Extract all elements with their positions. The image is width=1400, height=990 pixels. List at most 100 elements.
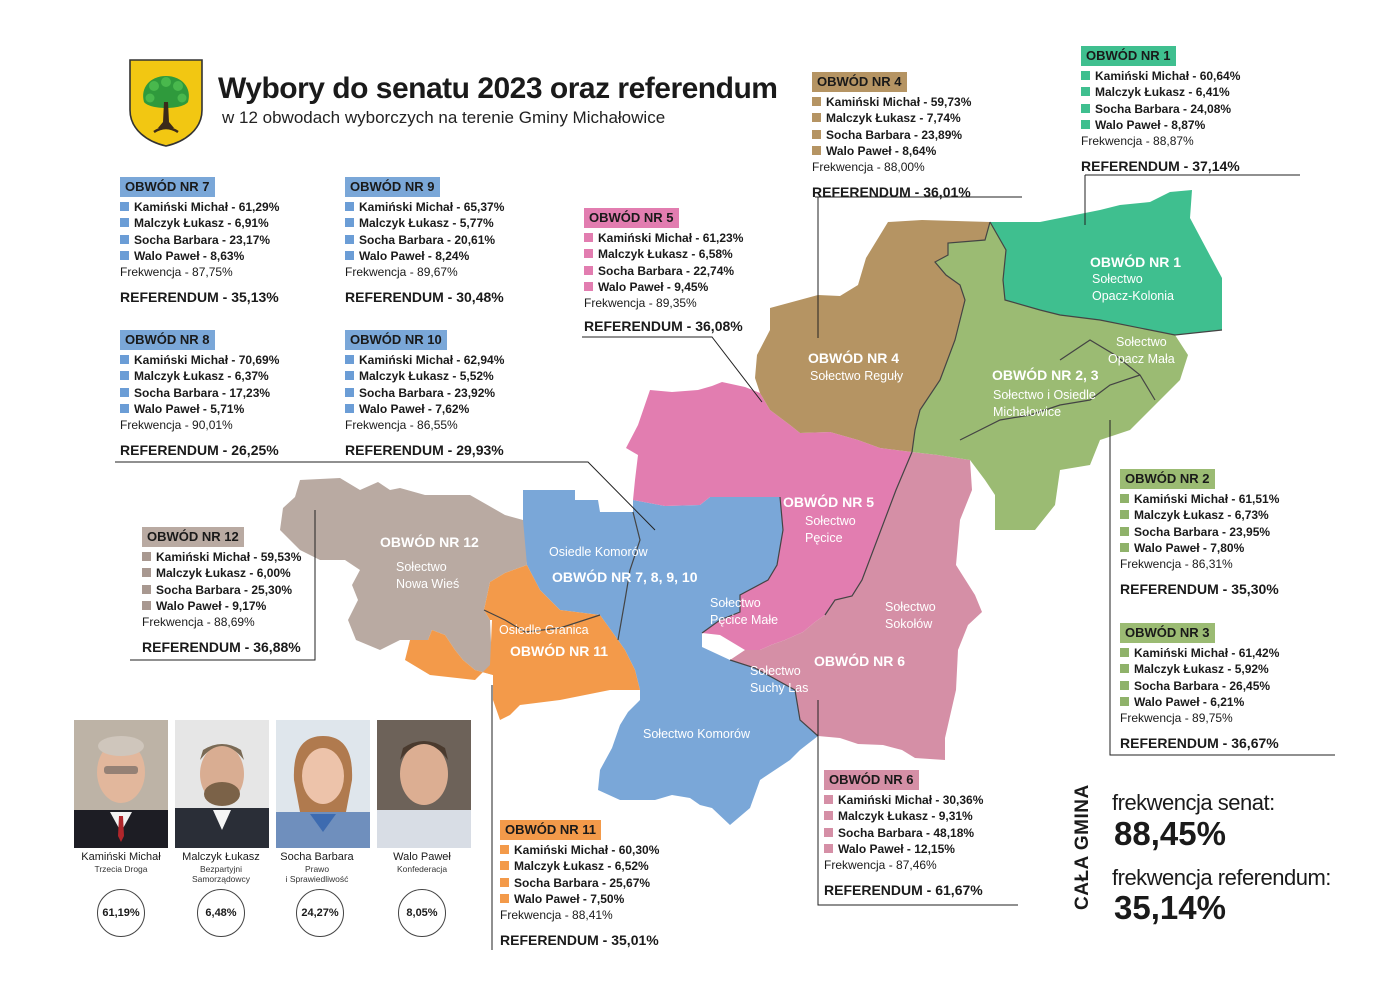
color-square-icon (345, 371, 354, 381)
region-obwod-11[interactable] (405, 565, 640, 720)
candidate-name: Malczyk Łukasz (182, 851, 260, 863)
region-obwod-4[interactable] (755, 220, 990, 452)
result-row: Socha Barbara - 23,92% (345, 385, 504, 401)
result-text: Kamiński Michał - 61,29% (134, 200, 280, 214)
color-square-icon (120, 218, 129, 228)
turnout-senat-value: 88,45% (1114, 815, 1226, 852)
result-text: Socha Barbara - 17,23% (134, 385, 271, 400)
map-label-sokolow: Sołectwo Sokołów (885, 600, 936, 631)
map-label-obwod-6: OBWÓD NR 6 (814, 653, 905, 669)
region-obwod-2-3[interactable] (912, 222, 1188, 530)
result-row: Malczyk Łukasz - 6,37% (120, 368, 279, 384)
result-row: Walo Paweł - 8,24% (345, 248, 504, 264)
color-square-icon (1120, 696, 1129, 706)
result-text: Malczyk Łukasz - 6,73% (1134, 508, 1269, 523)
region-obwod-5[interactable] (626, 382, 912, 650)
color-square-icon (120, 250, 129, 260)
result-text: Socha Barbara - 25,30% (156, 582, 293, 597)
result-text: Walo Paweł - 8,64% (826, 143, 937, 158)
result-row: Walo Paweł - 8,64% (812, 143, 971, 159)
result-text: Kamiński Michał - 61,51% (1134, 492, 1280, 506)
result-row: Malczyk Łukasz - 6,41% (1081, 84, 1240, 100)
result-row: Malczyk Łukasz - 6,58% (584, 246, 743, 262)
color-square-icon (345, 202, 354, 211)
district-box-6: OBWÓD NR 6 Kamiński Michał - 30,36% Malc… (824, 770, 983, 899)
result-text: Kamiński Michał - 60,30% (514, 843, 660, 857)
color-square-icon (500, 877, 509, 887)
result-row: Walo Paweł - 5,71% (120, 401, 279, 417)
referendum-result: REFERENDUM - 35,01% (500, 932, 659, 949)
result-text: Walo Paweł - 12,15% (838, 841, 955, 856)
candidate-party: Bezpartyjni Samorządowcy (191, 864, 251, 884)
result-row: Kamiński Michał - 60,64% (1081, 68, 1240, 84)
map-label-obwod-11: OBWÓD NR 11 (510, 643, 609, 659)
result-text: Malczyk Łukasz - 9,31% (838, 809, 973, 824)
page-subtitle: w 12 obwodach wyborczych na terenie Gmin… (222, 108, 666, 127)
result-row: Walo Paweł - 9,17% (142, 598, 301, 614)
result-text: Walo Paweł - 7,62% (359, 401, 470, 416)
result-text: Kamiński Michał - 30,36% (838, 793, 984, 807)
color-square-icon (812, 129, 821, 139)
map-label-pecice-male: Sołectwo Pęcice Małe (710, 596, 779, 627)
result-row: Socha Barbara - 25,30% (142, 582, 301, 598)
result-text: Walo Paweł - 9,45% (598, 279, 709, 294)
color-square-icon (120, 355, 129, 364)
result-text: Walo Paweł - 8,24% (359, 248, 470, 263)
color-square-icon (120, 371, 129, 381)
region-obwod-7-8-9-10[interactable] (523, 490, 818, 825)
color-square-icon (584, 233, 593, 242)
referendum-result: REFERENDUM - 35,13% (120, 289, 279, 306)
result-row: Kamiński Michał - 70,69% (120, 352, 279, 368)
color-square-icon (1120, 680, 1129, 690)
turnout: Frekwencja - 87,46% (824, 858, 937, 873)
candidate-result-circle: 6,48% (197, 889, 245, 937)
result-row: Walo Paweł - 7,62% (345, 401, 504, 417)
candidate-photo-socha (276, 720, 370, 848)
result-text: Kamiński Michał - 62,94% (359, 353, 505, 367)
result-text: Walo Paweł - 7,80% (1134, 540, 1245, 555)
map-label-nowa-wies: Sołectwo Nowa Wieś (396, 560, 460, 591)
referendum-result: REFERENDUM - 37,14% (1081, 158, 1240, 175)
candidate-name: Walo Paweł (393, 851, 451, 863)
result-row: Kamiński Michał - 61,42% (1120, 645, 1279, 661)
result-row: Malczyk Łukasz - 7,74% (812, 110, 971, 126)
result-text: Malczyk Łukasz - 5,52% (359, 369, 494, 384)
map-label-obwod-12: OBWÓD NR 12 (380, 534, 479, 550)
color-square-icon (500, 861, 509, 871)
turnout-referendum-label: frekwencja referendum: (1112, 865, 1331, 890)
color-square-icon (345, 250, 354, 260)
result-row: Kamiński Michał - 61,23% (584, 230, 743, 246)
result-row: Malczyk Łukasz - 6,73% (1120, 507, 1279, 523)
map-label-opacz-mala: Sołectwo Opacz Mała (1108, 335, 1175, 366)
region-obwod-1[interactable] (990, 190, 1222, 335)
color-square-icon (345, 218, 354, 228)
result-text: Socha Barbara - 23,92% (359, 385, 496, 400)
result-row: Walo Paweł - 6,21% (1120, 694, 1279, 710)
color-square-icon (142, 552, 151, 561)
color-square-icon (1081, 119, 1090, 129)
district-header: OBWÓD NR 12 (142, 527, 244, 547)
result-text: Kamiński Michał - 61,23% (598, 231, 744, 245)
district-header: OBWÓD NR 4 (812, 72, 907, 92)
result-text: Socha Barbara - 23,95% (1134, 524, 1271, 539)
district-header: OBWÓD NR 3 (1120, 623, 1215, 643)
region-obwod-6[interactable] (730, 452, 982, 760)
turnout: Frekwencja - 88,41% (500, 908, 613, 923)
color-square-icon (120, 202, 129, 211)
turnout: Frekwencja - 86,31% (1120, 557, 1233, 572)
color-square-icon (824, 827, 833, 837)
result-row: Kamiński Michał - 61,29% (120, 199, 279, 215)
district-header: OBWÓD NR 1 (1081, 46, 1176, 66)
region-obwod-12[interactable] (280, 478, 527, 675)
map-label-obwod-5: OBWÓD NR 5 (783, 494, 874, 510)
candidate-party: Prawo i Sprawiedliwość (285, 864, 349, 884)
result-row: Socha Barbara - 24,08% (1081, 101, 1240, 117)
referendum-result: REFERENDUM - 26,25% (120, 442, 279, 459)
result-row: Malczyk Łukasz - 6,00% (142, 565, 301, 581)
result-text: Socha Barbara - 20,61% (359, 232, 496, 247)
referendum-result: REFERENDUM - 36,67% (1120, 735, 1279, 752)
color-square-icon (142, 568, 151, 578)
result-text: Walo Paweł - 8,87% (1095, 117, 1206, 132)
result-row: Socha Barbara - 22,74% (584, 263, 743, 279)
